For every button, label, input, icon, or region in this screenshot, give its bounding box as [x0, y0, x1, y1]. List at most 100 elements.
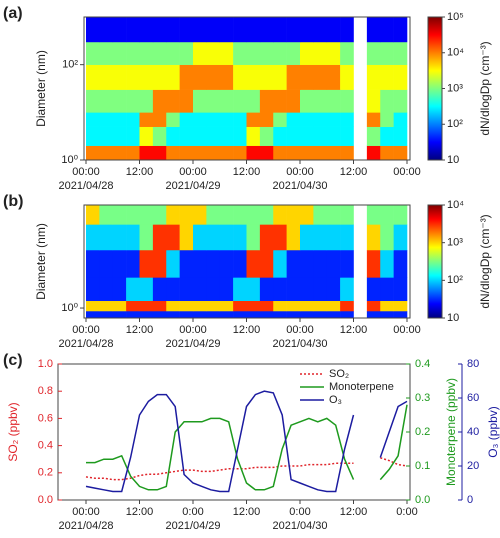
heatmap-cell	[219, 126, 234, 146]
heatmap-cell	[139, 112, 154, 127]
heatmap-cell	[179, 89, 194, 113]
heatmap-cell	[300, 64, 314, 90]
y-tick-label: 10⁰	[61, 154, 78, 166]
panel-label: (a)	[3, 5, 23, 22]
heatmap-cell	[99, 205, 114, 225]
heatmap-cell	[366, 310, 381, 319]
heatmap-cell	[139, 17, 154, 43]
heatmap-cell	[233, 300, 247, 312]
heatmap-cell	[86, 17, 100, 43]
date-label: 2021/04/28	[58, 520, 113, 532]
heatmap-cell	[286, 300, 301, 312]
heatmap-cell	[259, 205, 274, 225]
heatmap-cell	[179, 310, 194, 319]
heatmap-cell	[99, 249, 114, 278]
heatmap-cell	[300, 41, 314, 65]
heatmap-cell	[326, 126, 341, 146]
heatmap-cell	[86, 126, 100, 146]
colorbar-tick-label: 10³	[447, 237, 463, 249]
heatmap-cell	[340, 41, 354, 65]
heatmap-cell	[326, 145, 341, 161]
heatmap-cell	[313, 126, 328, 146]
heatmap-cell	[206, 300, 221, 312]
heatmap-cell	[233, 205, 247, 225]
heatmap-cell	[139, 300, 154, 312]
heatmap-cell	[99, 300, 114, 312]
heatmap-cell	[366, 41, 381, 65]
heatmap-cell	[259, 64, 274, 90]
heatmap-cell	[326, 310, 341, 319]
heatmap-cell	[99, 310, 114, 319]
heatmap-cell	[313, 41, 328, 65]
heatmap-cell	[126, 145, 140, 161]
x-tick-label: 12:00	[126, 324, 154, 336]
heatmap-cell	[219, 310, 234, 319]
heatmap-cell	[246, 300, 261, 312]
heatmap-cell	[206, 64, 221, 90]
heatmap-cell	[313, 17, 328, 43]
heatmap-cell	[139, 249, 154, 278]
heatmap-cell	[152, 300, 167, 312]
colorbar-tick-label: 10⁵	[447, 11, 464, 23]
heatmap-cell	[233, 112, 247, 127]
heatmap-cell	[126, 126, 140, 146]
heatmap-cell	[193, 277, 207, 302]
heatmap-cell	[313, 300, 328, 312]
heatmap-cell	[286, 126, 301, 146]
heatmap-cell	[112, 126, 127, 146]
heatmap-cell	[126, 205, 140, 225]
heatmap-cell	[366, 89, 381, 113]
panel-label: (c)	[3, 352, 23, 369]
x-tick-label: 0:00	[289, 506, 310, 518]
heatmap-cell	[366, 145, 381, 161]
heatmap-cell	[112, 112, 127, 127]
heatmap-cell	[86, 277, 100, 302]
heatmap-cell	[166, 277, 180, 302]
heatmap-cell	[273, 17, 287, 43]
heatmap-cell	[300, 277, 314, 302]
heatmap-cell	[126, 310, 140, 319]
heatmap-cell	[99, 145, 114, 161]
heatmap-cell	[313, 145, 328, 161]
heatmap-cell	[193, 126, 207, 146]
heatmap-cell	[86, 300, 100, 312]
heatmap-cell	[380, 145, 394, 161]
heatmap-cell	[139, 310, 154, 319]
y-tick-label: 0.4	[38, 440, 53, 452]
heatmap-cell	[326, 300, 341, 312]
heatmap-cell	[112, 277, 127, 302]
heatmap-cell	[246, 249, 261, 278]
heatmap-cell	[112, 17, 127, 43]
heatmap-cell	[193, 300, 207, 312]
heatmap-cell	[99, 89, 114, 113]
heatmap-cell	[246, 145, 261, 161]
heatmap-cell	[340, 249, 354, 278]
heatmap-cell	[313, 224, 328, 251]
colorbar-tick-label: 10⁴	[447, 47, 464, 59]
heatmap-cell	[340, 224, 354, 251]
heatmap-cell	[300, 145, 314, 161]
colorbar-tick-label: 10²	[447, 118, 463, 130]
heatmap-cell	[152, 145, 167, 161]
heatmap-cell	[393, 224, 408, 251]
y-tick-label: 0.8	[38, 385, 53, 397]
legend-label: SO₂	[329, 368, 349, 380]
heatmap-cell	[179, 249, 194, 278]
colorbar-tick-label: 10²	[447, 274, 463, 286]
heatmap-cell	[393, 41, 408, 65]
heatmap-cell	[219, 249, 234, 278]
heatmap-cell	[300, 310, 314, 319]
heatmap-cell	[139, 145, 154, 161]
heatmap-cell	[166, 126, 180, 146]
heatmap-cell	[380, 17, 394, 43]
heatmap-cell	[273, 224, 287, 251]
heatmap-cell	[152, 89, 167, 113]
heatmap-cell	[259, 249, 274, 278]
heatmap-cell	[313, 89, 328, 113]
heatmap-cell	[206, 310, 221, 319]
plot-frame	[83, 204, 411, 319]
heatmap-cell	[340, 300, 354, 312]
heatmap-cell	[246, 277, 261, 302]
heatmap-cell	[300, 300, 314, 312]
heatmap-cell	[233, 41, 247, 65]
